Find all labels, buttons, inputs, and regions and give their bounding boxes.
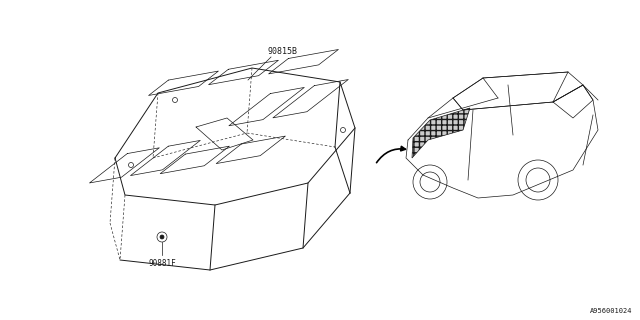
Text: A956001024: A956001024: [589, 308, 632, 314]
Polygon shape: [412, 108, 470, 158]
Circle shape: [160, 235, 164, 239]
Text: 90815B: 90815B: [267, 47, 297, 56]
Text: 90881F: 90881F: [148, 259, 176, 268]
